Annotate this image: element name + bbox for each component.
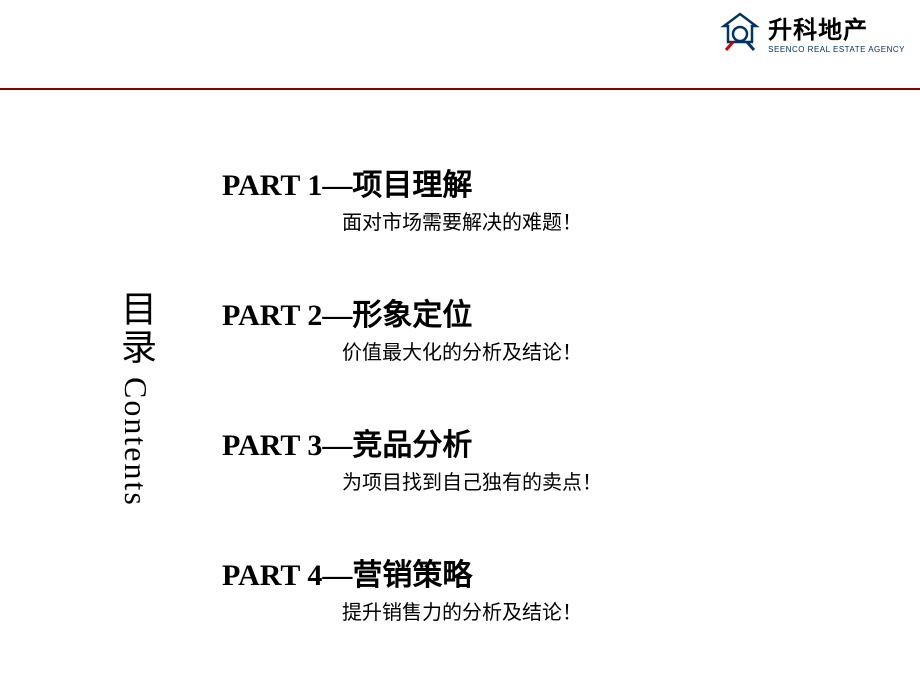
logo-icon [720, 12, 760, 52]
part-subtitle: 为项目找到自己独有的卖点！ [342, 466, 602, 495]
logo-sub-text: SEENCO REAL ESTATE AGENCY [768, 45, 905, 54]
header: 升科地产 SEENCO REAL ESTATE AGENCY [720, 10, 905, 54]
logo-main-text: 升科地产 [768, 10, 905, 45]
part-title: PART 2—形象定位 [222, 290, 602, 334]
vertical-title-en: Contents [118, 377, 154, 507]
logo-text-block: 升科地产 SEENCO REAL ESTATE AGENCY [768, 10, 905, 54]
part-item-4: PART 4—营销策略 提升销售力的分析及结论！ [222, 550, 602, 625]
part-item-2: PART 2—形象定位 价值最大化的分析及结论！ [222, 290, 602, 365]
vertical-title-cn: 目录 [116, 290, 156, 366]
parts-list: PART 1—项目理解 面对市场需要解决的难题！ PART 2—形象定位 价值最… [222, 160, 602, 625]
part-item-1: PART 1—项目理解 面对市场需要解决的难题！ [222, 160, 602, 235]
part-item-3: PART 3—竞品分析 为项目找到自己独有的卖点！ [222, 420, 602, 495]
part-subtitle: 提升销售力的分析及结论！ [342, 596, 602, 625]
divider-line [0, 88, 920, 90]
content-area: 目录 Contents PART 1—项目理解 面对市场需要解决的难题！ PAR… [110, 160, 602, 625]
vertical-title: 目录 Contents [110, 290, 162, 507]
part-title: PART 1—项目理解 [222, 160, 602, 204]
part-title: PART 4—营销策略 [222, 550, 602, 594]
part-subtitle: 价值最大化的分析及结论！ [342, 336, 602, 365]
part-subtitle: 面对市场需要解决的难题！ [342, 206, 602, 235]
part-title: PART 3—竞品分析 [222, 420, 602, 464]
